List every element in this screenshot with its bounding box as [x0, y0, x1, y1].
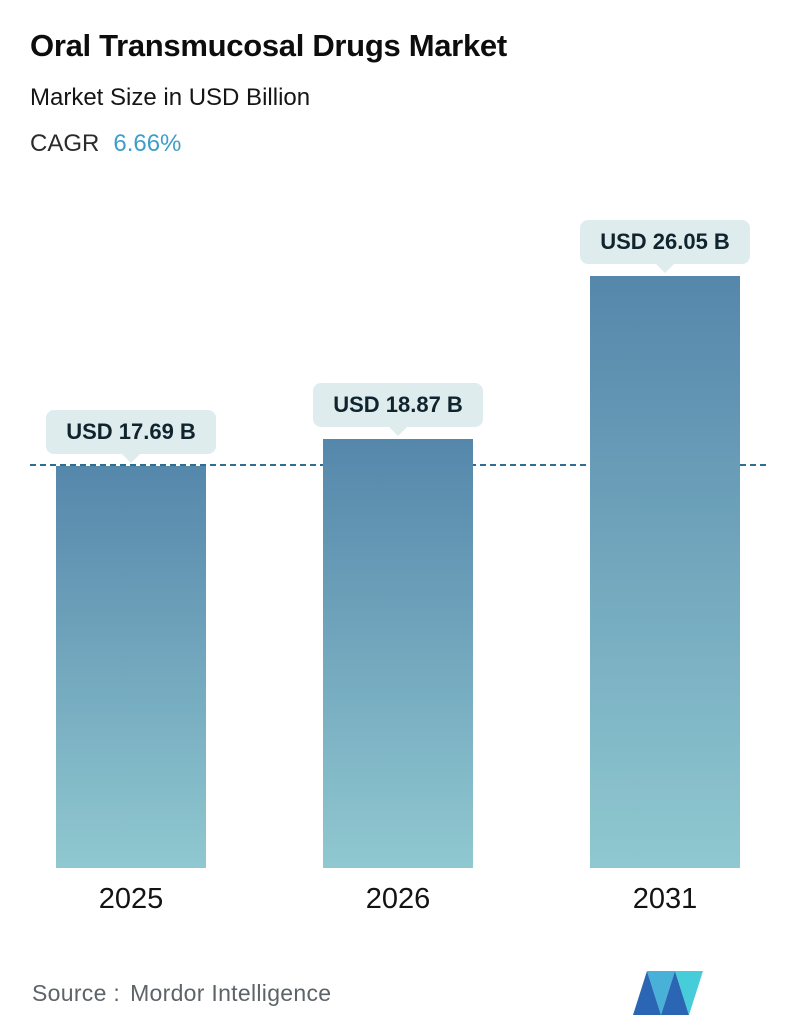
x-axis-label: 2031 [632, 882, 698, 915]
logo-shape-2 [647, 971, 675, 1015]
bar [590, 276, 740, 868]
logo-shape-1 [633, 971, 661, 1015]
cagr-label: CAGR [30, 130, 100, 157]
value-label: USD 17.69 B [66, 419, 196, 444]
value-label-pill: USD 18.87 B [313, 383, 483, 436]
value-label: USD 26.05 B [600, 229, 730, 254]
page-title: Oral Transmucosal Drugs Market [30, 28, 507, 63]
logo-shape-3 [661, 971, 689, 1015]
bar [323, 439, 473, 868]
cagr-value: 6.66% [113, 130, 182, 157]
footer: Source : Mordor Intelligence [0, 970, 796, 1016]
source-text: Source : Mordor Intelligence [32, 980, 331, 1007]
value-label-pill: USD 17.69 B [46, 410, 216, 463]
bar-chart: USD 17.69 B 2025 USD 18.87 B 2026 USD 26.05 … [30, 220, 766, 930]
value-label-pill: USD 26.05 B [580, 220, 750, 273]
chart-subtitle: Market Size in USD Billion [30, 84, 311, 111]
x-axis-label: 2026 [365, 882, 431, 915]
mordor-intelligence-logo [633, 971, 703, 1015]
pill-notch-icon [388, 426, 408, 436]
chart-header: Oral Transmucosal Drugs Market Market Si… [0, 0, 796, 158]
source-label: Source : [32, 979, 121, 1006]
cagr-row: CAGR 6.66% [30, 130, 766, 158]
bar [56, 466, 206, 868]
x-axis-label: 2025 [98, 882, 164, 915]
bar-column: USD 17.69 B 2025 [46, 410, 216, 930]
value-label: USD 18.87 B [333, 392, 463, 417]
logo-shape-4 [675, 971, 703, 1015]
bar-column: USD 26.05 B 2031 [580, 220, 750, 930]
source-value: Mordor Intelligence [130, 979, 332, 1006]
pill-notch-icon [655, 263, 675, 273]
pill-notch-icon [121, 453, 141, 463]
bar-column: USD 18.87 B 2026 [313, 383, 483, 930]
